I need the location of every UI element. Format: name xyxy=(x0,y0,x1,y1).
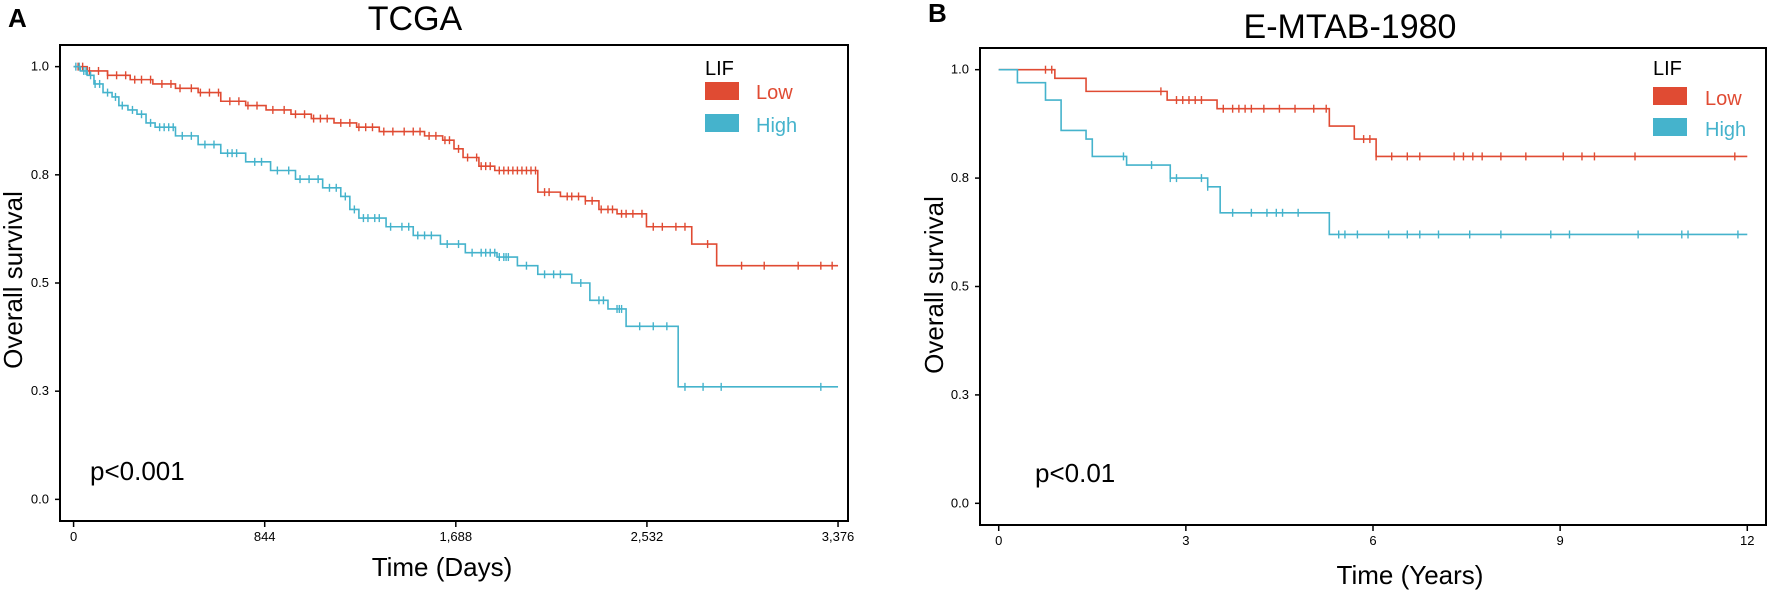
plot-frame-b xyxy=(979,47,1767,526)
survival-line-low xyxy=(73,65,839,267)
x-axis-label-a: Time (Days) xyxy=(372,552,513,582)
legend-label-high-b: High xyxy=(1705,119,1746,141)
y-tick-label: 0.5 xyxy=(951,279,969,294)
x-tick-label: 9 xyxy=(1557,533,1564,548)
y-tick-label: 0.8 xyxy=(31,167,49,182)
legend-swatch-high-a xyxy=(705,114,739,132)
panel-letter-a: A xyxy=(8,3,27,33)
x-tick-label: 3,376 xyxy=(822,529,855,544)
y-tick-label: 0.0 xyxy=(31,491,49,506)
axis-ticks-a: 0.0 0.3 0.5 0.8 1.0 0 844 1,688 2,532 3,376 xyxy=(31,59,854,544)
y-tick-label: 1.0 xyxy=(951,62,969,77)
survival-line-high xyxy=(73,65,839,388)
legend-swatch-low-a xyxy=(705,82,739,100)
x-tick-label: 3 xyxy=(1182,533,1189,548)
legend-swatch-high-b xyxy=(1653,118,1687,136)
legend-swatch-low-b xyxy=(1653,87,1687,105)
panel-b-emtab: B E-MTAB-1980 0.0 0.3 0.5 0.8 1.0 0 3 6 9 12 Time… xyxy=(919,0,1767,590)
x-tick-label: 844 xyxy=(254,529,276,544)
chart-title-emtab: E-MTAB-1980 xyxy=(1244,8,1457,46)
survival-curves-b xyxy=(998,65,1748,239)
y-tick-label: 1.0 xyxy=(31,59,49,74)
p-value-a: p<0.001 xyxy=(90,456,185,486)
y-tick-label: 0.8 xyxy=(951,170,969,185)
p-value-b: p<0.01 xyxy=(1035,458,1115,488)
x-tick-label: 6 xyxy=(1369,533,1376,548)
y-tick-label: 0.5 xyxy=(31,275,49,290)
y-tick-label: 0.3 xyxy=(951,387,969,402)
legend-a: LIF Low High xyxy=(705,58,797,137)
legend-b: LIF Low High xyxy=(1653,58,1746,141)
x-tick-label: 1,688 xyxy=(440,529,473,544)
chart-title-tcga: TCGA xyxy=(368,0,463,38)
x-axis-label-b: Time (Years) xyxy=(1337,560,1484,590)
legend-label-low-b: Low xyxy=(1705,88,1742,110)
panel-a-tcga: A TCGA 0.0 0.3 0.5 0.8 1.0 0 844 1,688 2,532 3,37… xyxy=(0,0,854,582)
x-tick-label: 0 xyxy=(70,529,77,544)
survival-curves-a xyxy=(73,62,839,391)
legend-label-high-a: High xyxy=(756,115,797,137)
y-axis-label-a: Overall survival xyxy=(0,191,28,369)
x-tick-label: 12 xyxy=(1740,533,1754,548)
panel-letter-b: B xyxy=(928,0,947,28)
legend-label-low-a: Low xyxy=(756,82,793,104)
x-tick-label: 2,532 xyxy=(631,529,664,544)
x-tick-label: 0 xyxy=(995,533,1002,548)
survival-line-high xyxy=(998,68,1748,236)
survival-line-low xyxy=(998,68,1748,158)
axis-ticks-b: 0.0 0.3 0.5 0.8 1.0 0 3 6 9 12 xyxy=(951,62,1755,548)
y-tick-label: 0.0 xyxy=(951,495,969,510)
y-axis-label-b: Overall survival xyxy=(919,196,949,374)
y-tick-label: 0.3 xyxy=(31,383,49,398)
legend-title-a: LIF xyxy=(705,58,734,80)
legend-title-b: LIF xyxy=(1653,58,1682,80)
